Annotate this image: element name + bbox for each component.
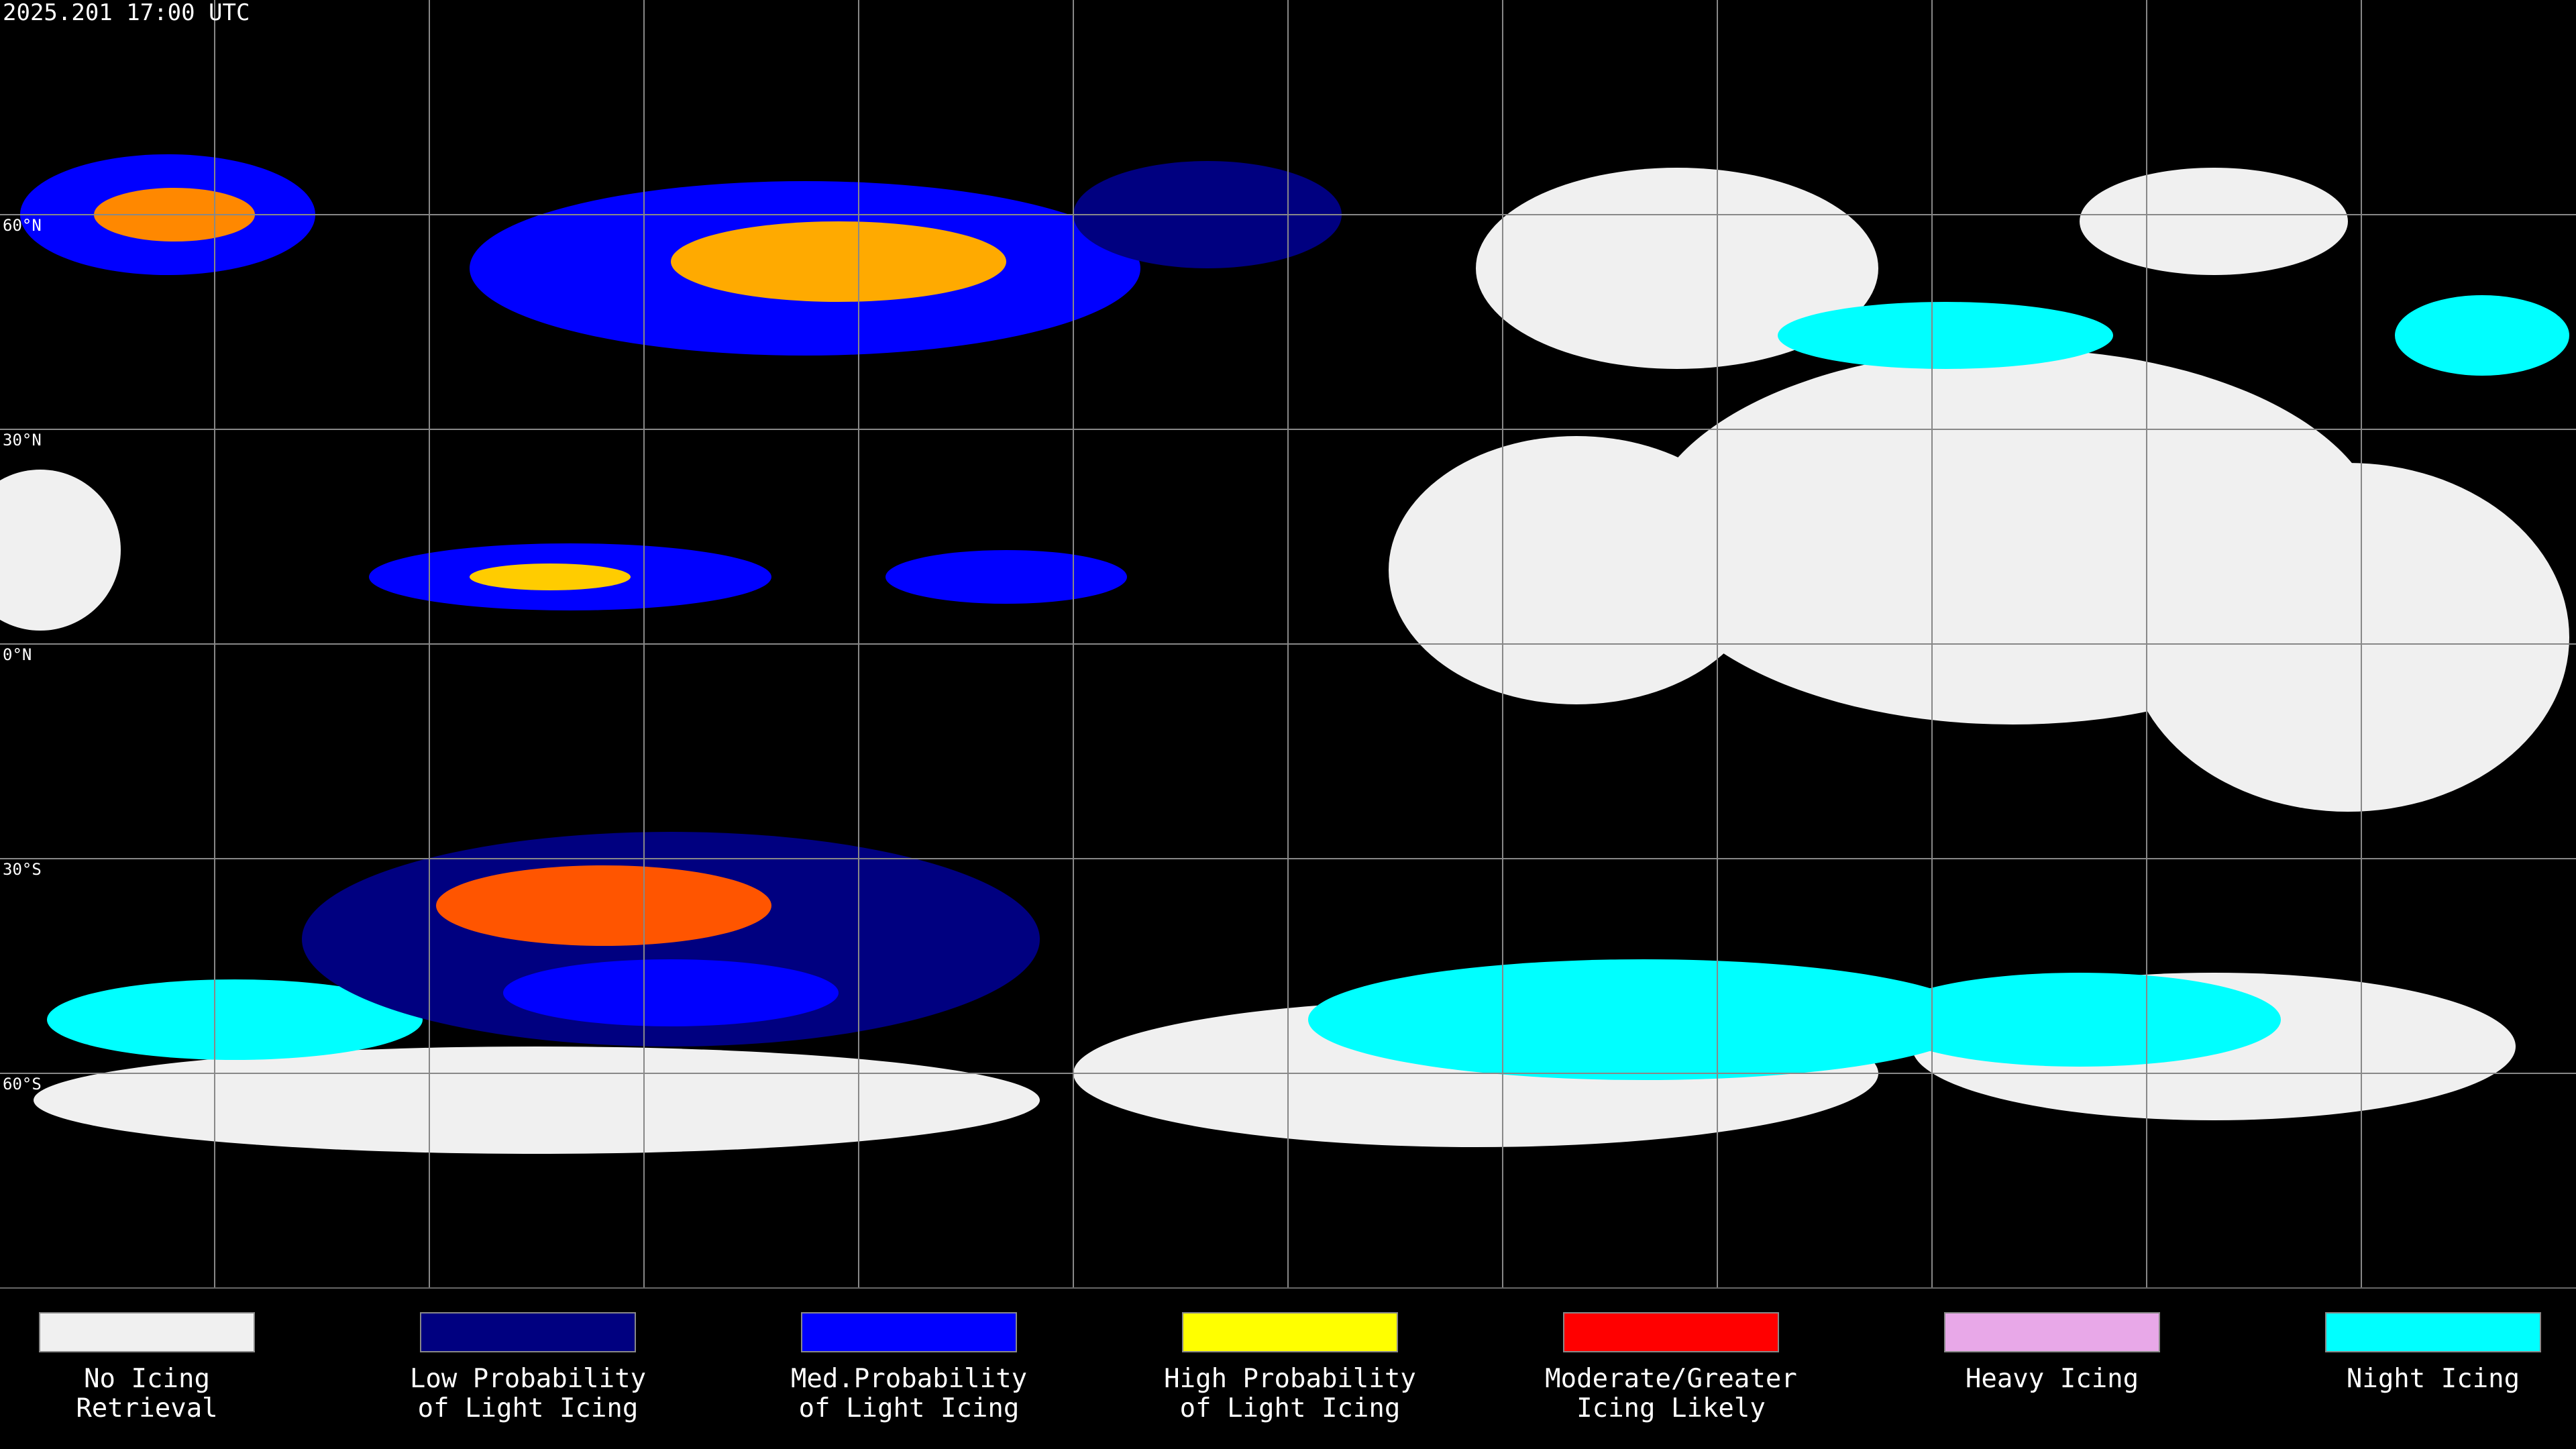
latitude-label: 30°N xyxy=(3,431,42,449)
legend-swatch xyxy=(1944,1312,2160,1352)
cloud-field xyxy=(0,154,2569,1154)
cloud xyxy=(47,979,423,1060)
cloud xyxy=(885,550,1127,604)
legend-swatch xyxy=(1563,1312,1779,1352)
latitude-label: 0°N xyxy=(3,645,32,664)
legend-label: Heavy Icing xyxy=(1966,1364,2139,1394)
cloud xyxy=(1308,959,1979,1080)
legend-label: Med.Probability xyxy=(791,1364,1027,1394)
cloud xyxy=(2127,463,2569,812)
latitude-labels: 60°N 30°N 0°N 30°S 60°S xyxy=(3,216,42,1093)
legend-swatch xyxy=(801,1312,1017,1352)
legend-label: of Light Icing xyxy=(418,1393,639,1424)
legend-label: Icing Likely xyxy=(1576,1393,1766,1424)
latitude-label: 30°S xyxy=(3,860,42,879)
latitude-label: 60°N xyxy=(3,216,42,235)
legend-label: of Light Icing xyxy=(1180,1393,1401,1424)
cloud xyxy=(436,865,771,946)
legend-label: Low Probability xyxy=(410,1364,646,1394)
cloud xyxy=(1476,168,1878,369)
timestamp: 2025.201 17:00 UTC xyxy=(3,0,250,26)
legend-swatch xyxy=(39,1312,255,1352)
legend-label: Night Icing xyxy=(2347,1364,2520,1394)
legend-swatch xyxy=(420,1312,636,1352)
legend-label: No Icing xyxy=(84,1364,210,1394)
cloud xyxy=(671,221,1006,302)
cloud xyxy=(2395,295,2569,376)
cloud xyxy=(2080,168,2348,275)
cloud xyxy=(34,1046,1040,1154)
cloud xyxy=(1389,436,1764,704)
cloud xyxy=(1778,302,2113,369)
latitude-label: 60°S xyxy=(3,1075,42,1093)
cloud xyxy=(1878,973,2281,1067)
legend-label: High Probability xyxy=(1164,1364,1416,1394)
legend-label: Moderate/Greater xyxy=(1545,1364,1797,1394)
cloud xyxy=(0,470,121,631)
cloud xyxy=(470,564,631,590)
legend-swatch xyxy=(1182,1312,1398,1352)
legend-swatch xyxy=(2325,1312,2541,1352)
legend-label: Retrieval xyxy=(76,1393,217,1424)
graticule xyxy=(0,0,2576,1288)
legend-label: of Light Icing xyxy=(799,1393,1020,1424)
cloud xyxy=(503,959,839,1026)
